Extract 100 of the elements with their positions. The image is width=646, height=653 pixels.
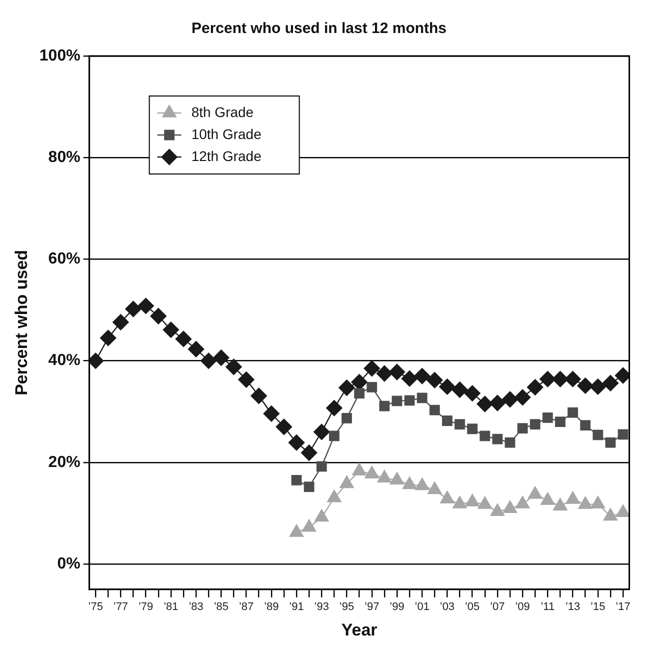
point bbox=[175, 330, 192, 348]
x-tick-label: ’89 bbox=[264, 601, 279, 614]
point bbox=[329, 430, 340, 442]
x-tick-label: ’79 bbox=[138, 601, 154, 614]
x-tick-label: ’09 bbox=[515, 601, 530, 614]
point bbox=[276, 418, 292, 435]
point bbox=[125, 300, 142, 318]
point bbox=[478, 496, 492, 509]
point bbox=[426, 372, 443, 388]
point bbox=[364, 466, 379, 478]
x-tick-label: ’85 bbox=[214, 601, 229, 614]
y-tick-label: 0% bbox=[57, 555, 80, 572]
point bbox=[342, 413, 352, 424]
point bbox=[89, 352, 104, 369]
legend-label: 8th Grade bbox=[191, 104, 254, 120]
point bbox=[568, 407, 578, 418]
legend-label: 10th Grade bbox=[191, 126, 262, 142]
point bbox=[553, 498, 568, 510]
point bbox=[100, 330, 116, 346]
point bbox=[390, 472, 404, 485]
point bbox=[388, 364, 406, 380]
point bbox=[291, 474, 302, 486]
point bbox=[480, 430, 490, 442]
chart-title: Percent who used in last 12 months bbox=[191, 20, 447, 38]
x-tick-label: ’99 bbox=[390, 601, 404, 614]
point bbox=[454, 419, 465, 430]
x-tick-label: ’01 bbox=[414, 601, 430, 614]
point bbox=[465, 494, 480, 506]
point bbox=[238, 371, 254, 388]
x-tick-label: ’15 bbox=[590, 601, 606, 614]
point bbox=[590, 378, 606, 395]
x-tick-label: ’83 bbox=[188, 601, 204, 614]
point bbox=[364, 360, 380, 377]
point bbox=[150, 308, 166, 324]
point bbox=[540, 492, 555, 505]
point bbox=[314, 424, 330, 440]
x-tick-label: ’13 bbox=[565, 601, 580, 614]
x-tick-label: ’81 bbox=[164, 601, 178, 614]
point bbox=[464, 385, 480, 402]
point bbox=[528, 486, 542, 499]
point bbox=[602, 375, 619, 392]
point bbox=[502, 500, 518, 513]
point bbox=[226, 358, 242, 375]
point bbox=[530, 419, 540, 430]
y-axis-title: Percent who used bbox=[12, 250, 31, 396]
point bbox=[592, 430, 604, 440]
point bbox=[250, 388, 267, 404]
legend-label: 12th Grade bbox=[191, 148, 262, 164]
point bbox=[288, 434, 305, 451]
point bbox=[414, 368, 430, 384]
point bbox=[502, 391, 518, 408]
point bbox=[476, 396, 493, 412]
point bbox=[402, 476, 417, 490]
point bbox=[289, 524, 304, 537]
point bbox=[504, 437, 516, 448]
point bbox=[428, 482, 442, 494]
point bbox=[618, 429, 628, 440]
x-axis-title: Year bbox=[341, 620, 378, 640]
x-tick-label: ’75 bbox=[88, 601, 103, 614]
point bbox=[188, 341, 204, 358]
x-tick-label: ’03 bbox=[440, 601, 455, 614]
x-tick-label: ’93 bbox=[314, 601, 329, 614]
point bbox=[542, 412, 553, 423]
point bbox=[302, 519, 316, 532]
point bbox=[540, 370, 556, 388]
point bbox=[452, 382, 468, 398]
point bbox=[578, 496, 592, 509]
y-tick-label: 100% bbox=[39, 47, 80, 64]
point bbox=[404, 395, 415, 406]
point bbox=[452, 496, 467, 508]
point bbox=[467, 424, 478, 434]
point bbox=[442, 416, 452, 426]
x-tick-label: ’05 bbox=[464, 601, 480, 614]
point bbox=[200, 352, 217, 369]
point bbox=[439, 378, 456, 395]
point bbox=[605, 437, 616, 448]
point bbox=[515, 496, 530, 508]
point bbox=[555, 416, 566, 427]
point bbox=[366, 382, 378, 392]
point bbox=[616, 504, 630, 518]
point bbox=[326, 400, 342, 416]
y-tick-label: 20% bbox=[48, 454, 80, 471]
point bbox=[304, 482, 314, 492]
y-tick-label: 80% bbox=[48, 149, 80, 166]
point bbox=[603, 508, 618, 521]
point bbox=[490, 504, 505, 516]
x-tick-label: ’91 bbox=[289, 601, 304, 614]
x-tick-label: ’17 bbox=[616, 601, 630, 614]
point bbox=[354, 388, 365, 399]
x-tick-label: ’77 bbox=[113, 601, 128, 614]
point bbox=[429, 404, 440, 416]
point bbox=[401, 370, 418, 387]
point bbox=[566, 491, 580, 504]
point bbox=[552, 370, 568, 388]
y-tick-label: 60% bbox=[48, 250, 80, 268]
point bbox=[314, 509, 329, 522]
point bbox=[392, 396, 402, 406]
point bbox=[112, 314, 129, 330]
point bbox=[580, 420, 591, 431]
point bbox=[351, 374, 368, 390]
